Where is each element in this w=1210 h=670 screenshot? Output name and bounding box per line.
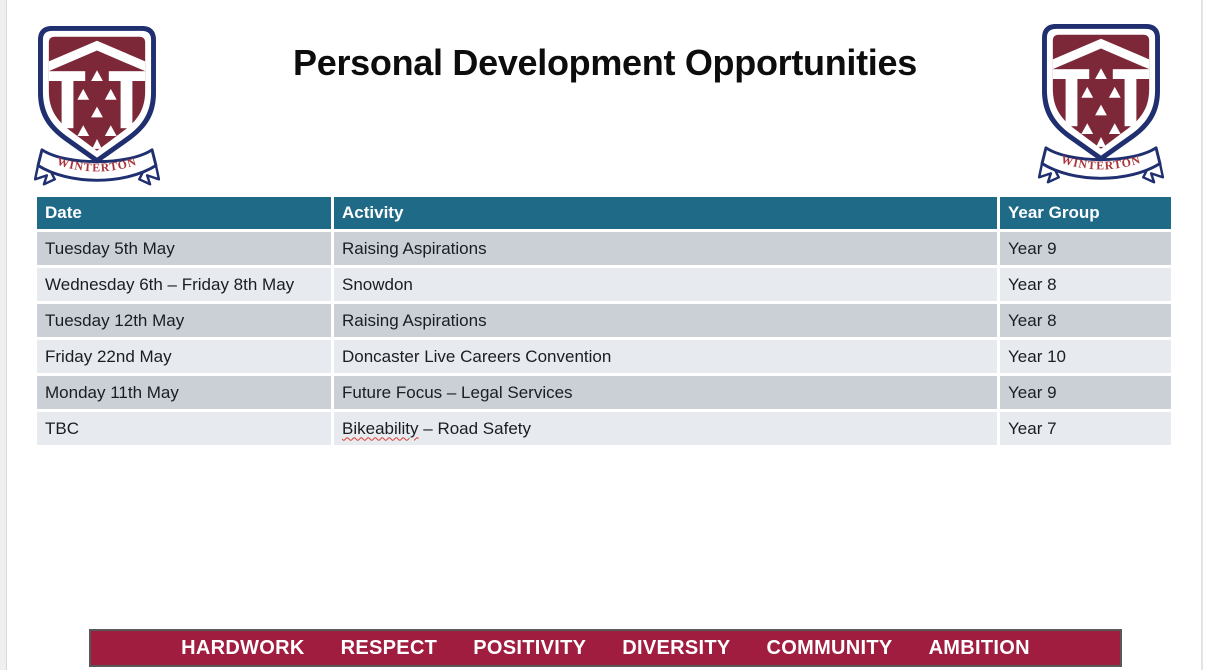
school-crest-icon: WINTERTON	[34, 25, 160, 186]
canvas-left-margin	[0, 0, 7, 670]
activity-text-rest: – Road Safety	[418, 418, 532, 438]
value-diversity: DIVERSITY	[622, 636, 731, 659]
cell-year-group: Year 8	[1000, 304, 1171, 337]
cell-date: TBC	[37, 412, 331, 445]
crest-ribbon-text: WINTERTON	[1060, 152, 1143, 172]
cell-activity: Snowdon	[334, 268, 997, 301]
cell-activity: Raising Aspirations	[334, 304, 997, 337]
column-header-date: Date	[37, 197, 331, 229]
cell-activity: Raising Aspirations	[334, 232, 997, 265]
opportunities-table: Date Activity Year Group Tuesday 5th May…	[37, 197, 1171, 445]
cell-activity: Doncaster Live Careers Convention	[334, 340, 997, 373]
cell-date: Tuesday 12th May	[37, 304, 331, 337]
value-hardwork: HARDWORK	[181, 636, 305, 659]
crest-ribbon-text: WINTERTON	[56, 154, 139, 174]
value-community: COMMUNITY	[766, 636, 893, 659]
cell-date: Tuesday 5th May	[37, 232, 331, 265]
cell-date: Friday 22nd May	[37, 340, 331, 373]
column-header-year-group: Year Group	[1000, 197, 1171, 229]
school-crest-icon: WINTERTON	[1038, 23, 1164, 184]
page-title: Personal Development Opportunities	[293, 42, 917, 83]
value-respect: RESPECT	[340, 636, 438, 659]
value-ambition: AMBITION	[928, 636, 1030, 659]
misspelled-word: Bikeability	[342, 418, 419, 438]
cell-date: Wednesday 6th – Friday 8th May	[37, 268, 331, 301]
cell-activity: Future Focus – Legal Services	[334, 376, 997, 409]
cell-year-group: Year 8	[1000, 268, 1171, 301]
cell-year-group: Year 7	[1000, 412, 1171, 445]
cell-year-group: Year 9	[1000, 376, 1171, 409]
school-values-banner: HARDWORK RESPECT POSITIVITY DIVERSITY CO…	[89, 629, 1122, 667]
cell-activity: Bikeability – Road Safety	[334, 412, 997, 445]
cell-date: Monday 11th May	[37, 376, 331, 409]
value-positivity: POSITIVITY	[473, 636, 587, 659]
cell-year-group: Year 10	[1000, 340, 1171, 373]
column-header-activity: Activity	[334, 197, 997, 229]
cell-year-group: Year 9	[1000, 232, 1171, 265]
canvas-right-edge	[1201, 0, 1203, 670]
